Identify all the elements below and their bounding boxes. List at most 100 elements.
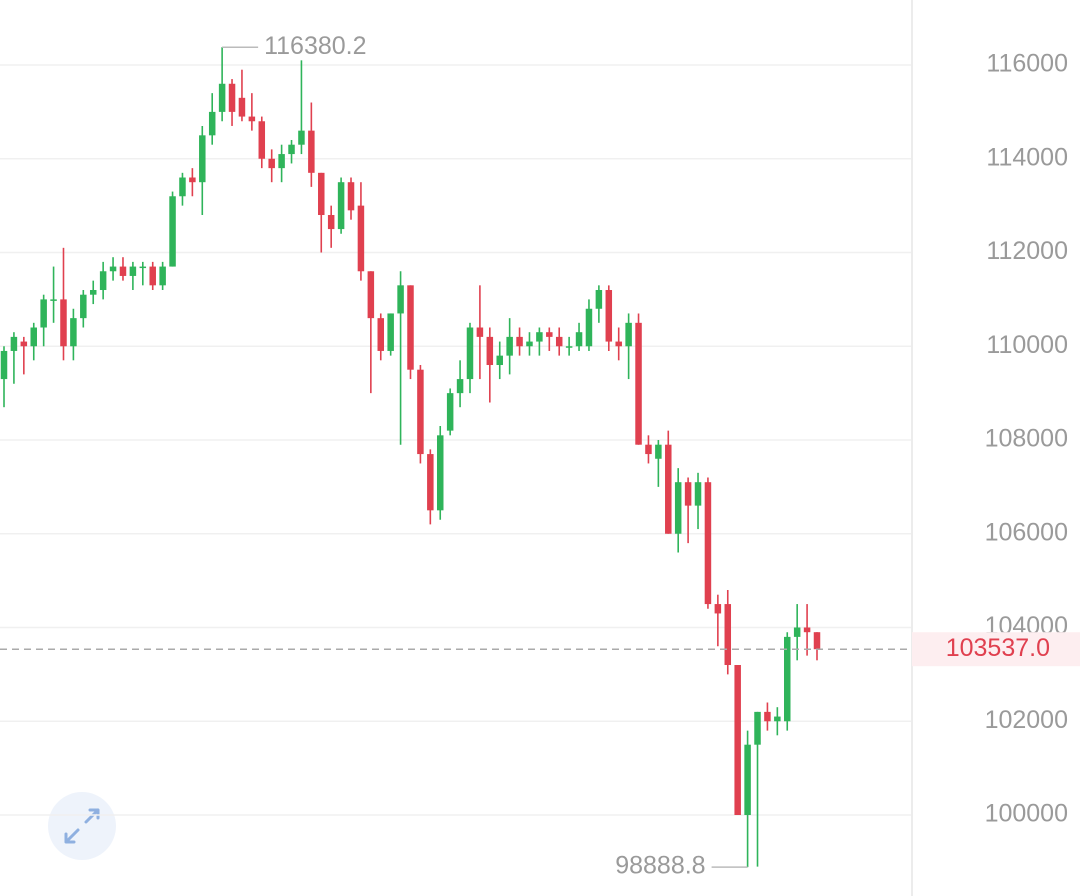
candle-body [793, 627, 801, 637]
y-tick-label: 108000 [985, 425, 1068, 453]
candle-body [466, 327, 474, 380]
candle-body [754, 711, 761, 745]
candle-body [109, 266, 117, 272]
low-label: 98888.8 [615, 852, 705, 880]
candle-body [268, 158, 275, 169]
candle-body [694, 482, 702, 506]
y-tick-label: 114000 [986, 143, 1068, 171]
candle-body [367, 271, 375, 319]
expand-button[interactable] [48, 792, 116, 860]
candle-body [585, 308, 593, 347]
candle-body [714, 604, 722, 614]
candle-body [208, 111, 216, 136]
candle-body [655, 444, 662, 459]
candle-body [516, 336, 523, 347]
candle-body [605, 290, 613, 342]
candle-body [555, 336, 563, 347]
candle-body [149, 266, 156, 286]
candle-body [595, 290, 603, 309]
candle-body [635, 322, 642, 445]
y-tick-label: 110000 [986, 331, 1068, 359]
candle-body [60, 299, 67, 347]
candle-body [565, 346, 573, 348]
candle-body [734, 665, 741, 816]
y-tick-label: 100000 [985, 800, 1068, 828]
candle-body [407, 285, 414, 370]
high-label: 116380.2 [264, 32, 366, 60]
candle-body [774, 716, 781, 722]
candle-body [50, 299, 57, 301]
y-tick-label: 106000 [985, 518, 1068, 546]
candle-body [30, 327, 37, 347]
candle-body [536, 332, 543, 342]
candle-body [724, 604, 732, 666]
candle-body [684, 482, 692, 506]
candle-body [288, 144, 295, 155]
candle-body [10, 336, 18, 351]
candle-body [526, 341, 533, 347]
candle-body [645, 444, 652, 455]
last-price-bg [912, 632, 1080, 667]
candle-body [0, 350, 8, 380]
candle-body [347, 182, 355, 211]
candle-body [258, 121, 266, 159]
candle-body [456, 379, 464, 394]
candle-body [784, 636, 791, 722]
candle-body [70, 318, 77, 347]
candle-body [199, 135, 206, 183]
candle-body [764, 711, 771, 722]
candle-body [308, 130, 315, 173]
candle-body [298, 130, 305, 145]
candle-body [417, 369, 424, 455]
candle-body [813, 632, 821, 650]
candle-body [744, 744, 751, 816]
candle-body [546, 332, 553, 337]
candle-body [99, 271, 107, 291]
candle-body [179, 177, 186, 197]
candle-body [238, 97, 246, 117]
expand-icon[interactable] [64, 808, 100, 844]
candle-body [89, 290, 97, 295]
candle-body [169, 196, 176, 267]
y-tick-label: 116000 [986, 50, 1068, 78]
candle-body [436, 435, 444, 511]
candle-body [228, 83, 236, 112]
last-price-label: 103537.0 [946, 634, 1050, 662]
candle-body [615, 341, 622, 347]
candle-body [139, 266, 147, 269]
expand-button-bg[interactable] [48, 792, 116, 860]
candle-body [427, 454, 434, 511]
candle-body [397, 285, 404, 314]
candle-body [278, 154, 285, 169]
candle-body [119, 266, 127, 276]
y-tick-label: 102000 [985, 706, 1068, 734]
candle-body [446, 393, 454, 431]
candle-body [80, 294, 87, 319]
candle-body [496, 355, 503, 366]
candle-body [357, 205, 365, 272]
candle-body [674, 482, 682, 534]
candle-body [506, 336, 513, 356]
candle-body [327, 215, 335, 230]
candle-body [575, 332, 583, 347]
candle-body [476, 327, 484, 337]
candle-body [704, 482, 712, 605]
candle-body [337, 182, 345, 230]
candle-body [20, 341, 28, 347]
candle-body [40, 299, 47, 328]
candle-body [377, 318, 385, 351]
candle-body [665, 444, 672, 534]
candle-body [318, 172, 325, 216]
candle-body [387, 313, 394, 351]
y-tick-label: 112000 [986, 237, 1068, 265]
candle-body [486, 336, 494, 366]
candle-body [159, 266, 166, 286]
candle-body [129, 266, 137, 276]
candle-body [218, 83, 226, 112]
candle-body [248, 116, 256, 122]
candle-body [803, 627, 811, 633]
candle-body [189, 177, 196, 183]
candle-body [625, 322, 632, 347]
